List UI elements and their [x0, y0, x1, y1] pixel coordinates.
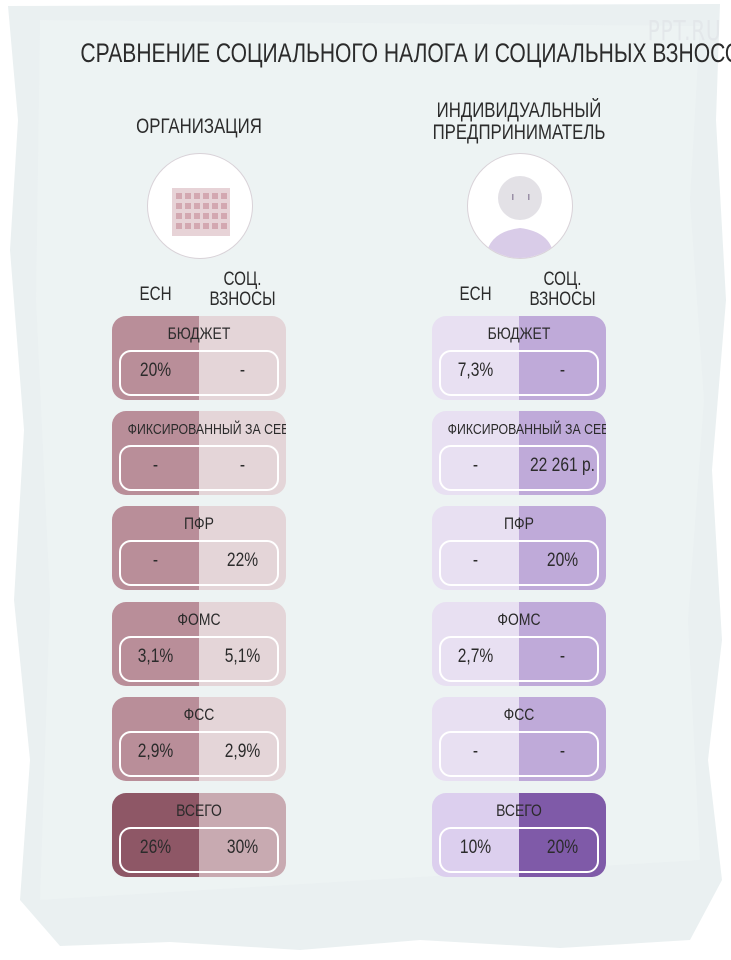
panel-label: ВСЕГО [496, 801, 542, 820]
comparison-panel: ФОМС 2,7% - [432, 602, 606, 686]
value-esn: - [472, 455, 479, 476]
comparison-panel: ФОМС 3,1% 5,1% [112, 602, 286, 686]
sub-header-social-contributions: СОЦ. ВЗНОСЫ [208, 270, 278, 310]
sub-header-line: ВЗНОСЫ [209, 289, 276, 310]
comparison-panel: БЮДЖЕТ 7,3% - [432, 316, 606, 400]
comparison-panel: ВСЕГО 26% 30% [112, 793, 286, 877]
comparison-panel: ФСС 2,9% 2,9% [112, 697, 286, 781]
value-pill [119, 540, 279, 586]
value-pill [119, 636, 279, 682]
entrepreneur-heading: ИНДИВИДУАЛЬНЫЙ ПРЕДПРИНИМАТЕЛЬ [415, 100, 623, 144]
entrepreneur-icon-circle [467, 153, 573, 259]
value-pill [439, 540, 599, 586]
value-esn: - [152, 455, 159, 476]
sub-header-esn: ЕСН [139, 284, 172, 305]
heading-line: ПРЕДПРИНИМАТЕЛЬ [432, 121, 606, 144]
comparison-panel: ФСС - - [432, 697, 606, 781]
panel-label: ФОМС [497, 610, 541, 629]
comparison-panel: ПФР - 22% [112, 506, 286, 590]
value-social-contributions: - [559, 646, 566, 667]
value-social-contributions: 22% [226, 550, 259, 571]
value-social-contributions: 22 261 р. [530, 455, 595, 476]
value-pill [439, 350, 599, 396]
value-esn: 2,9% [137, 741, 174, 762]
sub-header-social-contributions: СОЦ. ВЗНОСЫ [528, 270, 598, 310]
value-pill [119, 827, 279, 873]
value-esn: 3,1% [137, 646, 174, 667]
organization-heading: ОРГАНИЗАЦИЯ [95, 116, 303, 138]
comparison-panel: БЮДЖЕТ 20% - [112, 316, 286, 400]
value-esn: 26% [139, 837, 172, 858]
panel-label: ПФР [184, 514, 214, 533]
value-social-contributions: 20% [546, 837, 579, 858]
panel-label: БЮДЖЕТ [487, 324, 551, 343]
panel-label: БЮДЖЕТ [167, 324, 231, 343]
value-esn: - [472, 550, 479, 571]
heading-line: ОРГАНИЗАЦИЯ [136, 115, 262, 138]
value-esn: 2,7% [457, 646, 494, 667]
panel-label: ФИКСИРОВАННЫЙ ЗА СЕБЯ [447, 421, 606, 438]
comparison-panel: ФИКСИРОВАННЫЙ ЗА СЕБЯ - - [112, 411, 286, 495]
value-pill [119, 731, 279, 777]
value-esn: 7,3% [457, 360, 494, 381]
value-social-contributions: 2,9% [224, 741, 261, 762]
panel-label: ВСЕГО [176, 801, 222, 820]
value-pill [439, 731, 599, 777]
value-pill [439, 636, 599, 682]
sub-header-line: СОЦ. [223, 269, 262, 290]
value-esn: - [472, 741, 479, 762]
sub-header-esn: ЕСН [459, 284, 492, 305]
value-pill [439, 827, 599, 873]
value-social-contributions: - [239, 360, 246, 381]
panel-label: ФОМС [177, 610, 221, 629]
value-social-contributions: - [239, 455, 246, 476]
value-esn: 20% [139, 360, 172, 381]
value-pill [119, 350, 279, 396]
comparison-panel: ПФР - 20% [432, 506, 606, 590]
building-icon [172, 188, 230, 236]
value-social-contributions: 20% [546, 550, 579, 571]
value-esn: - [152, 550, 159, 571]
value-pill [439, 445, 599, 491]
panel-label: ФИКСИРОВАННЫЙ ЗА СЕБЯ [127, 421, 286, 438]
value-social-contributions: - [559, 741, 566, 762]
panel-label: ПФР [504, 514, 534, 533]
value-pill [119, 445, 279, 491]
value-social-contributions: 30% [226, 837, 259, 858]
comparison-panel: ФИКСИРОВАННЫЙ ЗА СЕБЯ - 22 261 р. [432, 411, 606, 495]
person-avatar-icon [486, 176, 554, 258]
watermark: PPT.RU [647, 14, 721, 47]
panel-label: ФСС [183, 705, 215, 724]
value-social-contributions: - [559, 360, 566, 381]
heading-line: ИНДИВИДУАЛЬНЫЙ [436, 99, 602, 122]
page-title: СРАВНЕНИЕ СОЦИАЛЬНОГО НАЛОГА И СОЦИАЛЬНЫ… [80, 38, 731, 68]
organization-icon-circle [147, 153, 253, 259]
value-esn: 10% [459, 837, 492, 858]
comparison-panel: ВСЕГО 10% 20% [432, 793, 606, 877]
sub-header-line: ВЗНОСЫ [529, 289, 596, 310]
sub-header-line: СОЦ. [543, 269, 582, 290]
panel-label: ФСС [503, 705, 535, 724]
value-social-contributions: 5,1% [224, 646, 261, 667]
